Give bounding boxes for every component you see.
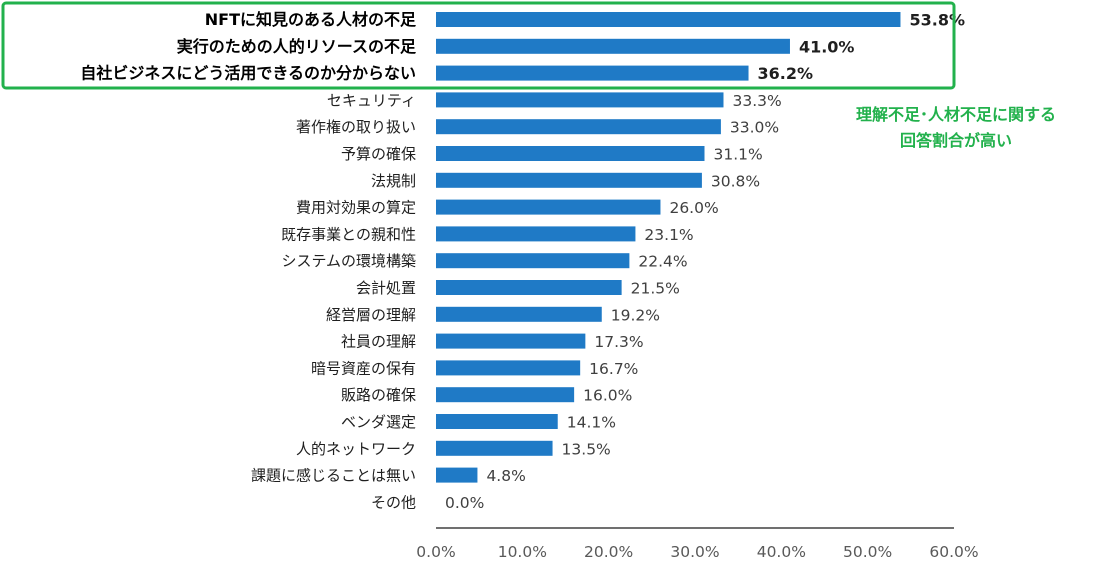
category-label: 著作権の取り扱い (296, 118, 416, 136)
bar (436, 146, 705, 161)
value-label: 21.5% (631, 280, 680, 298)
category-label: NFTに知見のある人材の不足 (205, 10, 417, 29)
value-label: 33.0% (730, 119, 779, 137)
bar (436, 414, 558, 429)
category-label: 暗号資産の保有 (311, 359, 416, 377)
category-label: 人的ネットワーク (296, 440, 416, 458)
value-label: 19.2% (611, 306, 660, 324)
category-label: ベンダ選定 (341, 413, 416, 431)
category-label: システムの環境構築 (281, 252, 416, 270)
bar (436, 253, 630, 269)
category-label: 販路の確保 (341, 386, 416, 404)
value-label: 0.0% (445, 494, 484, 512)
category-label: その他 (371, 493, 416, 511)
value-label: 17.3% (594, 333, 643, 351)
x-tick-label: 50.0% (843, 543, 892, 561)
category-label: 会計処置 (356, 279, 416, 297)
value-label: 22.4% (638, 253, 687, 271)
value-label: 31.1% (713, 146, 762, 164)
bar (436, 119, 721, 135)
category-label: 予算の確保 (341, 145, 416, 163)
labels-layer: NFTに知見のある人材の不足 53.8% 実行のための人的リソースの不足 41.0% 自… (80, 10, 965, 512)
bar (436, 387, 575, 403)
value-label: 33.3% (732, 92, 781, 110)
x-axis-ticks: 0.0% 10.0% 20.0% 30.0% 40.0% 50.0% 60.0% (416, 543, 978, 561)
x-tick-label: 20.0% (584, 543, 633, 561)
x-tick-label: 30.0% (670, 543, 719, 561)
annotation-line2: 回答割合が高い (900, 131, 1012, 150)
category-label: 法規制 (371, 172, 416, 190)
highlight-box (1, 1, 956, 90)
category-label: 実行のための人的リソースの不足 (177, 37, 417, 56)
annotation-line1: 理解不足･人材不足に関する (856, 105, 1056, 124)
bar (436, 65, 749, 81)
value-label: 23.1% (644, 226, 693, 244)
bar (436, 333, 586, 349)
value-label: 16.7% (589, 360, 638, 378)
bar (436, 467, 478, 483)
bar (436, 440, 553, 456)
category-label: 自社ビジネスにどう活用できるのか分からない (80, 64, 416, 83)
bar (436, 12, 901, 27)
bar (436, 38, 790, 54)
bar (436, 92, 724, 108)
bar (436, 199, 661, 215)
bar (436, 172, 702, 188)
value-label: 14.1% (567, 414, 616, 432)
bar (436, 306, 602, 322)
x-tick-label: 40.0% (757, 543, 806, 561)
x-tick-label: 60.0% (929, 543, 978, 561)
value-label: 36.2% (758, 64, 814, 83)
bars-layer (436, 12, 901, 483)
category-label: 既存事業との親和性 (281, 225, 416, 243)
category-label: セキュリティ (327, 91, 416, 109)
bar (436, 226, 636, 242)
value-label: 41.0% (799, 37, 855, 56)
category-label: 費用対効果の算定 (296, 199, 416, 217)
x-tick-label: 0.0% (416, 543, 455, 561)
x-tick-label: 10.0% (498, 543, 547, 561)
bar (436, 280, 622, 295)
value-label: 4.8% (486, 467, 525, 485)
value-label: 13.5% (562, 440, 611, 458)
category-label: 社員の理解 (341, 333, 416, 351)
value-label: 16.0% (583, 387, 632, 405)
value-label: 30.8% (711, 172, 760, 190)
value-label: 26.0% (669, 199, 718, 217)
category-label: 経営層の理解 (326, 306, 416, 324)
bar (436, 360, 581, 376)
category-label: 課題に感じることは無い (251, 467, 416, 485)
value-label: 53.8% (909, 11, 965, 30)
